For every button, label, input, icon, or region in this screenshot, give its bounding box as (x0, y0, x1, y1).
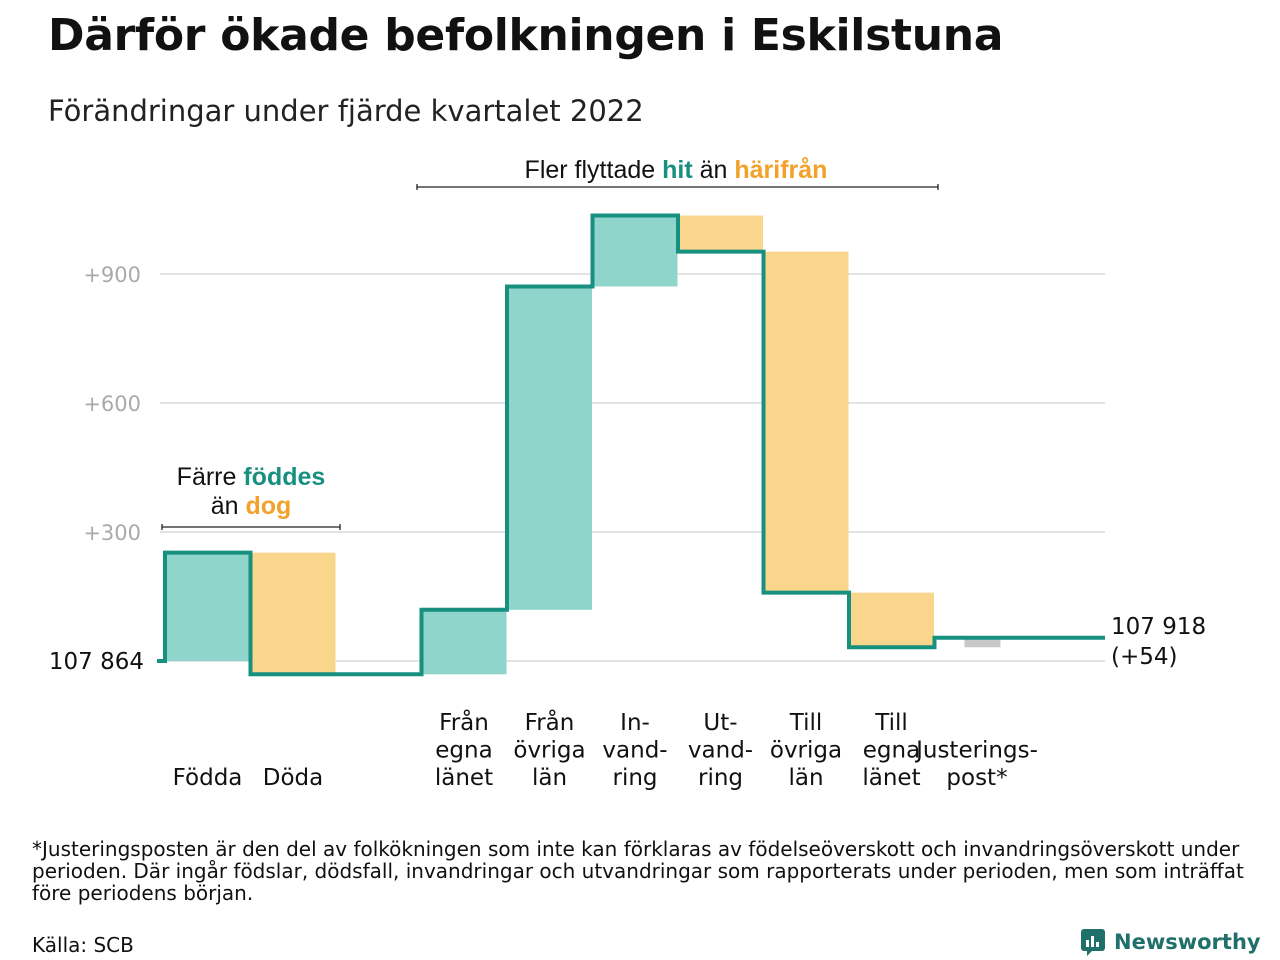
moves-bracket (416, 184, 939, 190)
category-label: vand- (688, 738, 753, 764)
end-value-label: 107 918 (1111, 614, 1206, 640)
births-bracket (161, 524, 341, 530)
category-label: egna (863, 738, 920, 764)
births-highlight: föddes (243, 463, 325, 491)
y-tick-label: +300 (83, 521, 141, 545)
start-value-label: 107 864 (49, 649, 144, 675)
category-label: Från (439, 708, 489, 736)
category-label: övriga (770, 738, 842, 764)
category-label: vand- (602, 738, 667, 764)
category-label: Från (525, 708, 575, 736)
category-label: Till (874, 710, 908, 736)
category-label: post* (946, 765, 1007, 791)
category-label: ring (698, 765, 743, 791)
harifran-highlight: härifrån (734, 156, 827, 184)
births-annotation-line2: än dog (211, 492, 292, 520)
category-label: länet (435, 765, 493, 791)
bar-6 (678, 215, 763, 252)
y-tick-label: +900 (83, 263, 141, 287)
hit-highlight: hit (662, 156, 693, 184)
label-layer: Födda DödaFrånegnalänetFrånövrigalänIn-va… (49, 614, 1206, 791)
bar-4 (507, 286, 592, 610)
category-label: Justerings- (914, 738, 1038, 764)
brand: Newsworthy (1080, 927, 1261, 957)
category-label: Födda (173, 765, 243, 791)
chart-subtitle: Förändringar under fjärde kvartalet 2022 (48, 94, 644, 128)
annotation-layer: Färre föddes än dog Fler flyttade hit än… (161, 156, 939, 530)
deaths-highlight: dog (245, 492, 291, 520)
bar-7 (763, 251, 849, 593)
category-label: län (788, 765, 823, 791)
category-label: egna (435, 738, 492, 764)
brand-name: Newsworthy (1114, 930, 1261, 954)
chart-title: Därför ökade befolkningen i Eskilstuna (48, 10, 1004, 61)
bar-5 (592, 215, 678, 287)
births-annotation-line1: Färre föddes (177, 463, 326, 491)
category-label: Döda (263, 765, 323, 791)
waterfall-chart: +300+600+900 Födda DödaFrånegnalänetFrånö… (49, 156, 1206, 791)
newsworthy-logo-icon (1081, 929, 1105, 956)
end-value-label: (+54) (1111, 644, 1177, 670)
step-line-layer (157, 213, 1105, 677)
bar-0 (165, 552, 250, 661)
category-label: övriga (513, 738, 585, 764)
category-label: ring (612, 765, 657, 791)
category-label: Till (789, 710, 823, 736)
moves-annotation: Fler flyttade hit än härifrån (525, 156, 828, 184)
category-label: In- (620, 710, 650, 736)
bar-1 (250, 552, 336, 675)
footnote: *Justeringsposten är den del av folkökni… (32, 837, 1244, 905)
category-label: Ut- (703, 710, 737, 736)
bar-3 (421, 609, 507, 675)
category-label: länet (862, 765, 920, 791)
cumulative-step-line (157, 213, 1105, 677)
category-label: län (532, 765, 567, 791)
bar-layer (165, 215, 1001, 675)
bar-8 (849, 592, 934, 648)
y-tick-label: +600 (83, 392, 141, 416)
bar-9 (964, 637, 1001, 648)
source-label: Källa: SCB (32, 933, 134, 957)
